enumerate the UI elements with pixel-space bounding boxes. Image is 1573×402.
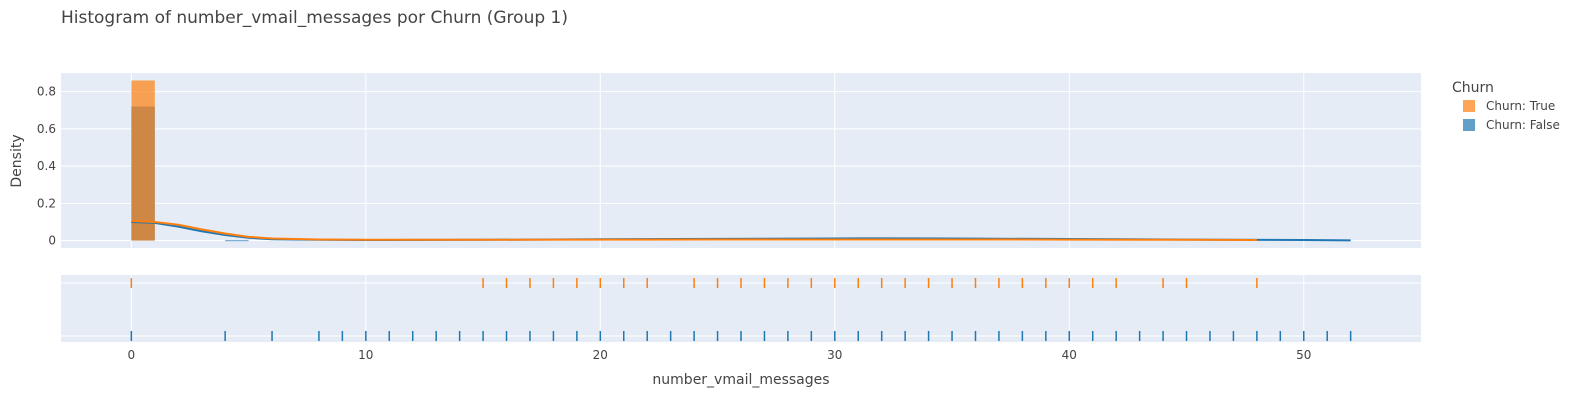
rug-layer bbox=[130, 278, 1352, 341]
x-tick-labels: 0 10 20 30 40 50 bbox=[128, 348, 1312, 362]
x-tick-label: 50 bbox=[1296, 348, 1311, 362]
legend-items: Churn: True Churn: False bbox=[1463, 99, 1560, 132]
y-tick-label: 0 bbox=[48, 234, 56, 248]
kde-layer bbox=[131, 220, 1351, 242]
legend-label[interactable]: Churn: False bbox=[1486, 118, 1560, 132]
legend-swatch[interactable] bbox=[1463, 119, 1475, 131]
y-tick-label: 0.4 bbox=[37, 159, 56, 173]
x-tick-label: 40 bbox=[1062, 348, 1077, 362]
main-plot-background bbox=[61, 73, 1421, 248]
bars-layer bbox=[131, 80, 249, 242]
histogram-bar bbox=[225, 240, 249, 242]
legend-title: Churn bbox=[1452, 80, 1494, 96]
legend-label[interactable]: Churn: True bbox=[1486, 99, 1555, 113]
x-axis-title: number_vmail_messages bbox=[652, 372, 829, 388]
x-tick-label: 30 bbox=[827, 348, 842, 362]
legend: Churn Churn: True Churn: False bbox=[1452, 80, 1560, 132]
y-tick-labels: 0 0.2 0.4 0.6 0.8 bbox=[37, 85, 56, 248]
x-tick-label: 10 bbox=[358, 348, 373, 362]
kde-line bbox=[131, 220, 1257, 241]
histogram-bar bbox=[131, 80, 155, 241]
legend-swatch[interactable] bbox=[1463, 100, 1475, 112]
y-axis-title: Density bbox=[9, 134, 25, 187]
y-tick-label: 0.8 bbox=[37, 85, 56, 99]
y-tick-label: 0.2 bbox=[37, 196, 56, 210]
x-tick-label: 0 bbox=[128, 348, 136, 362]
x-tick-label: 20 bbox=[593, 348, 608, 362]
y-tick-label: 0.6 bbox=[37, 122, 56, 136]
chart-title: Histogram of number_vmail_messages por C… bbox=[61, 8, 568, 28]
